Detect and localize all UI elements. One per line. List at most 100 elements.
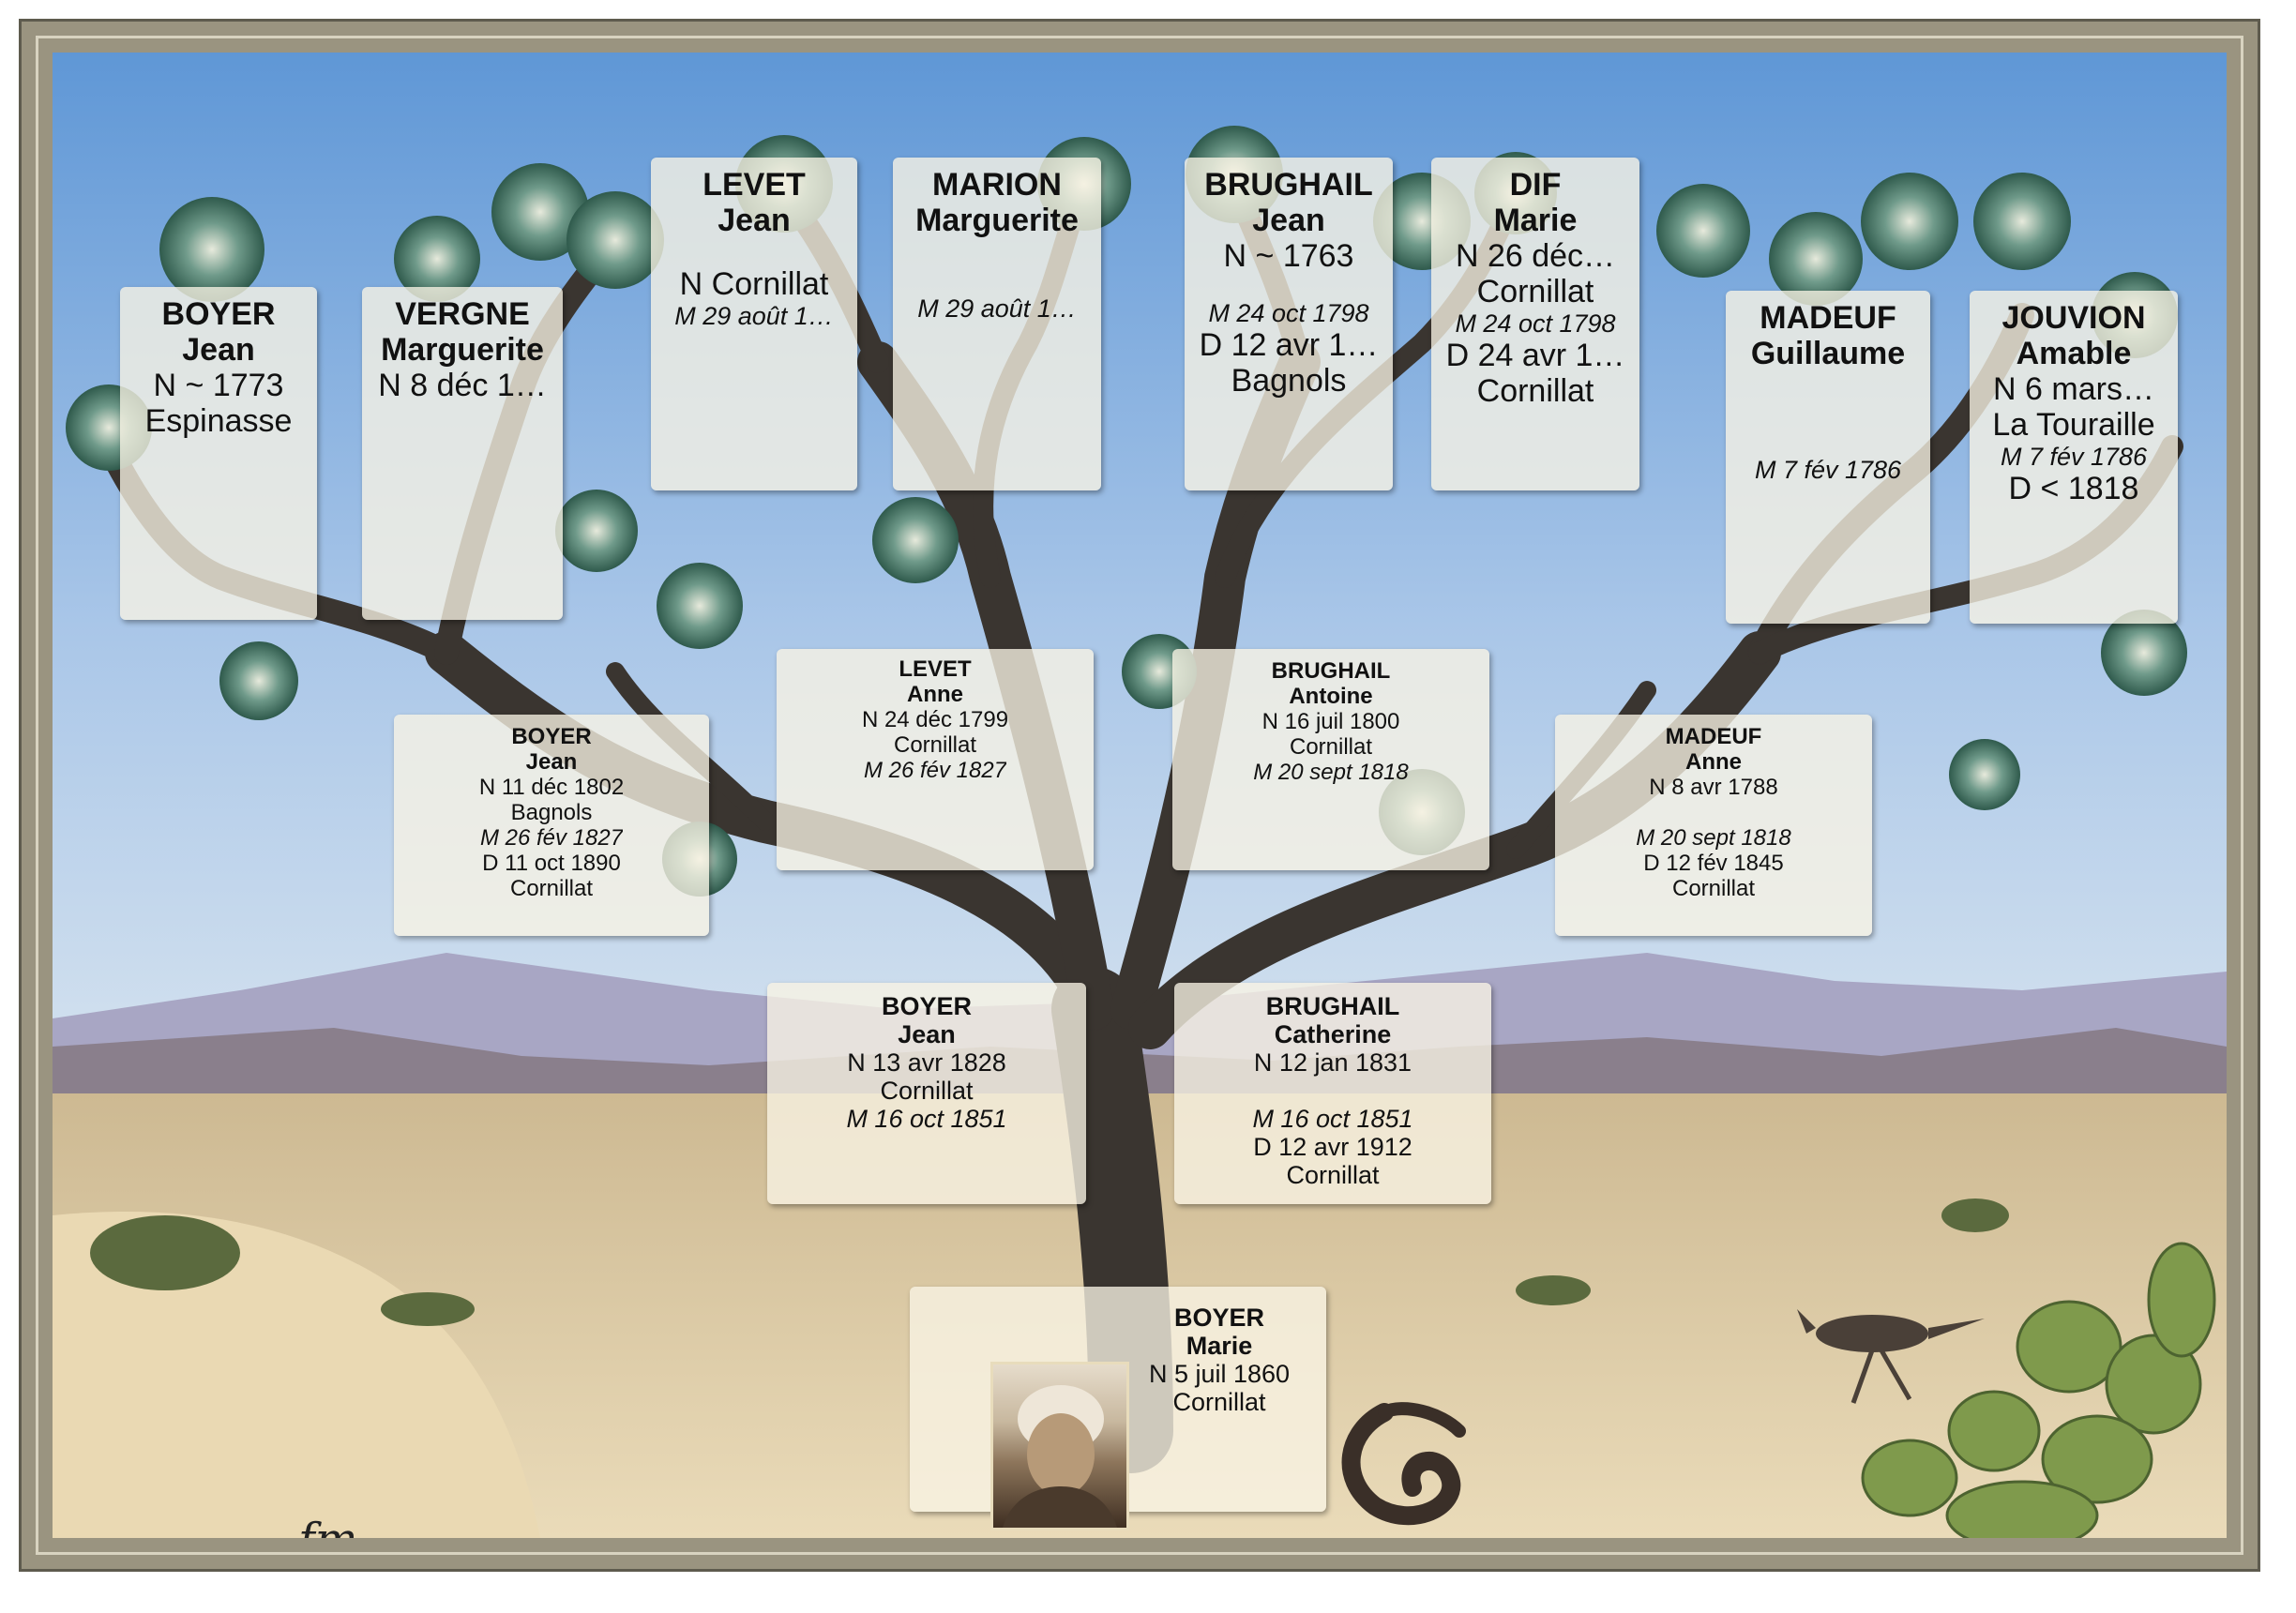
detail-line: N Cornillat — [679, 266, 829, 302]
marriage-line: M 26 fév 1827 — [479, 825, 624, 851]
desert-shrubs — [90, 1198, 2009, 1326]
surname: BOYER — [881, 992, 973, 1020]
surname: MADEUF — [1665, 724, 1762, 749]
person-card-levet-jean[interactable]: LEVET Jean N Cornillat M 29 août 1… — [651, 158, 857, 490]
person-card-boyer-jean-father[interactable]: BOYER Jean N 13 avr 1828 Cornillat M 16 … — [767, 983, 1086, 1204]
given-name: Marie — [1493, 203, 1578, 238]
detail-line: N 5 juil 1860 — [1148, 1360, 1291, 1388]
given-name: Jean — [898, 1020, 956, 1048]
detail-line: N 12 jan 1831 — [1253, 1048, 1412, 1077]
card-background — [1172, 649, 1489, 870]
person-card-madeuf-guillaume[interactable]: MADEUF Guillaume M 7 fév 1786 — [1726, 291, 1930, 624]
artist-signature: fm — [298, 1514, 357, 1538]
death-place: Bagnols — [1231, 363, 1347, 399]
surname: JOUVION — [2001, 300, 2146, 336]
card-background — [1970, 291, 2178, 624]
surname: LEVET — [702, 167, 806, 203]
given-name: Amable — [2016, 336, 2132, 371]
given-name: Jean — [525, 749, 578, 775]
marriage-line: M 7 fév 1786 — [2000, 443, 2148, 471]
death-place: Cornillat — [1286, 1161, 1380, 1189]
detail-line: Cornillat — [1289, 734, 1373, 760]
person-card-brughail-jean[interactable]: BRUGHAIL Jean N ~ 1763 M 24 oct 1798 D 1… — [1185, 158, 1393, 490]
given-name: Marguerite — [381, 332, 544, 368]
tree-scene: BOYER Jean N ~ 1773 Espinasse VERGNE Mar… — [53, 53, 2227, 1538]
death-place: Cornillat — [509, 876, 594, 901]
detail-line: Espinasse — [144, 403, 293, 439]
card-background — [767, 983, 1086, 1204]
death-line: D 12 fév 1845 — [1643, 851, 1784, 876]
surname: BRUGHAIL — [1265, 992, 1400, 1020]
marriage-line: M 24 oct 1798 — [1208, 299, 1369, 327]
surname: MADEUF — [1760, 300, 1896, 336]
marriage-line: M 16 oct 1851 — [1252, 1105, 1413, 1133]
snake-icon — [1341, 1402, 1466, 1526]
marriage-line: M 20 sept 1818 — [1636, 825, 1791, 851]
card-background — [362, 287, 563, 620]
person-card-madeuf-anne[interactable]: MADEUF Anne N 8 avr 1788 M 20 sept 1818 … — [1555, 715, 1872, 936]
person-card-boyer-jean-grandfather[interactable]: BOYER Jean N 11 déc 1802 Bagnols M 26 fé… — [394, 715, 709, 936]
surname: BOYER — [511, 724, 592, 749]
detail-line: N 13 avr 1828 — [847, 1048, 1006, 1077]
card-background — [120, 287, 317, 620]
death-place: Cornillat — [1476, 373, 1594, 409]
card-background — [394, 715, 709, 936]
detail-line: Cornillat — [1476, 274, 1594, 309]
surname: BRUGHAIL — [1271, 658, 1391, 684]
detail-line: N 6 mars… — [1993, 371, 2154, 407]
death-place: Cornillat — [1671, 876, 1756, 901]
portrait-photo[interactable] — [990, 1362, 1129, 1530]
surname: BOYER — [161, 296, 276, 332]
marriage-line: M 16 oct 1851 — [846, 1105, 1007, 1133]
detail-line: N 8 avr 1788 — [1649, 775, 1778, 800]
person-card-levet-anne[interactable]: LEVET Anne N 24 déc 1799 Cornillat M 26 … — [777, 649, 1094, 870]
given-name: Jean — [1252, 203, 1325, 238]
marriage-line: M 29 août 1… — [917, 294, 1077, 323]
detail-line: Cornillat — [893, 732, 977, 758]
given-name: Antoine — [1289, 684, 1373, 709]
person-card-boyer-jean-great-grandfather[interactable]: BOYER Jean N ~ 1773 Espinasse — [120, 287, 317, 620]
marriage-line: M 20 sept 1818 — [1253, 760, 1409, 785]
card-background — [1555, 715, 1872, 936]
surname: MARION — [932, 167, 1062, 203]
detail-line: Cornillat — [880, 1077, 974, 1105]
person-card-brughail-catherine[interactable]: BRUGHAIL Catherine N 12 jan 1831 M 16 oc… — [1174, 983, 1491, 1204]
detail-line: N ~ 1773 — [153, 368, 284, 403]
roadrunner-icon — [1797, 1309, 1985, 1404]
detail-line: N 24 déc 1799 — [861, 707, 1009, 732]
card-background — [1431, 158, 1639, 490]
given-name: Anne — [907, 682, 963, 707]
death-line: D 12 avr 1912 — [1253, 1133, 1412, 1161]
surname: VERGNE — [395, 296, 530, 332]
marriage-line: M 7 fév 1786 — [1754, 456, 1902, 484]
dune — [53, 1212, 540, 1538]
detail-line: N ~ 1763 — [1223, 238, 1354, 274]
marriage-line: M 24 oct 1798 — [1455, 309, 1616, 338]
given-name: Marie — [1186, 1332, 1253, 1360]
surname: BOYER — [1173, 1304, 1265, 1332]
death-line: D < 1818 — [2008, 471, 2139, 506]
frame-inner-border — [36, 36, 2243, 1555]
death-line: D 12 avr 1… — [1199, 327, 1379, 363]
detail-line: Cornillat — [1172, 1388, 1266, 1416]
given-name: Guillaume — [1750, 336, 1906, 371]
person-card-brughail-antoine[interactable]: BRUGHAIL Antoine N 16 juil 1800 Cornilla… — [1172, 649, 1489, 870]
given-name: Marguerite — [915, 203, 1079, 238]
given-name: Catherine — [1274, 1020, 1392, 1048]
card-background — [893, 158, 1101, 490]
person-card-vergne-marguerite[interactable]: VERGNE Marguerite N 8 déc 1… — [362, 287, 563, 620]
person-card-marion-marguerite[interactable]: MARION Marguerite M 29 août 1… — [893, 158, 1101, 490]
detail-line: N 11 déc 1802 — [478, 775, 625, 800]
card-background — [651, 158, 857, 490]
detail-line: N 8 déc 1… — [378, 368, 547, 403]
card-background — [777, 649, 1094, 870]
given-name: Jean — [718, 203, 791, 238]
death-line: D 11 oct 1890 — [482, 851, 621, 876]
death-line: D 24 avr 1… — [1445, 338, 1625, 373]
marriage-line: M 29 août 1… — [674, 302, 834, 330]
detail-line: N 26 déc… — [1455, 238, 1616, 274]
cactus-icon — [1861, 1242, 2216, 1538]
person-card-jouvion-amable[interactable]: JOUVION Amable N 6 mars… La Touraille M … — [1970, 291, 2178, 624]
surname: DIF — [1509, 167, 1562, 203]
person-card-dif-marie[interactable]: DIF Marie N 26 déc… Cornillat M 24 oct 1… — [1431, 158, 1639, 490]
